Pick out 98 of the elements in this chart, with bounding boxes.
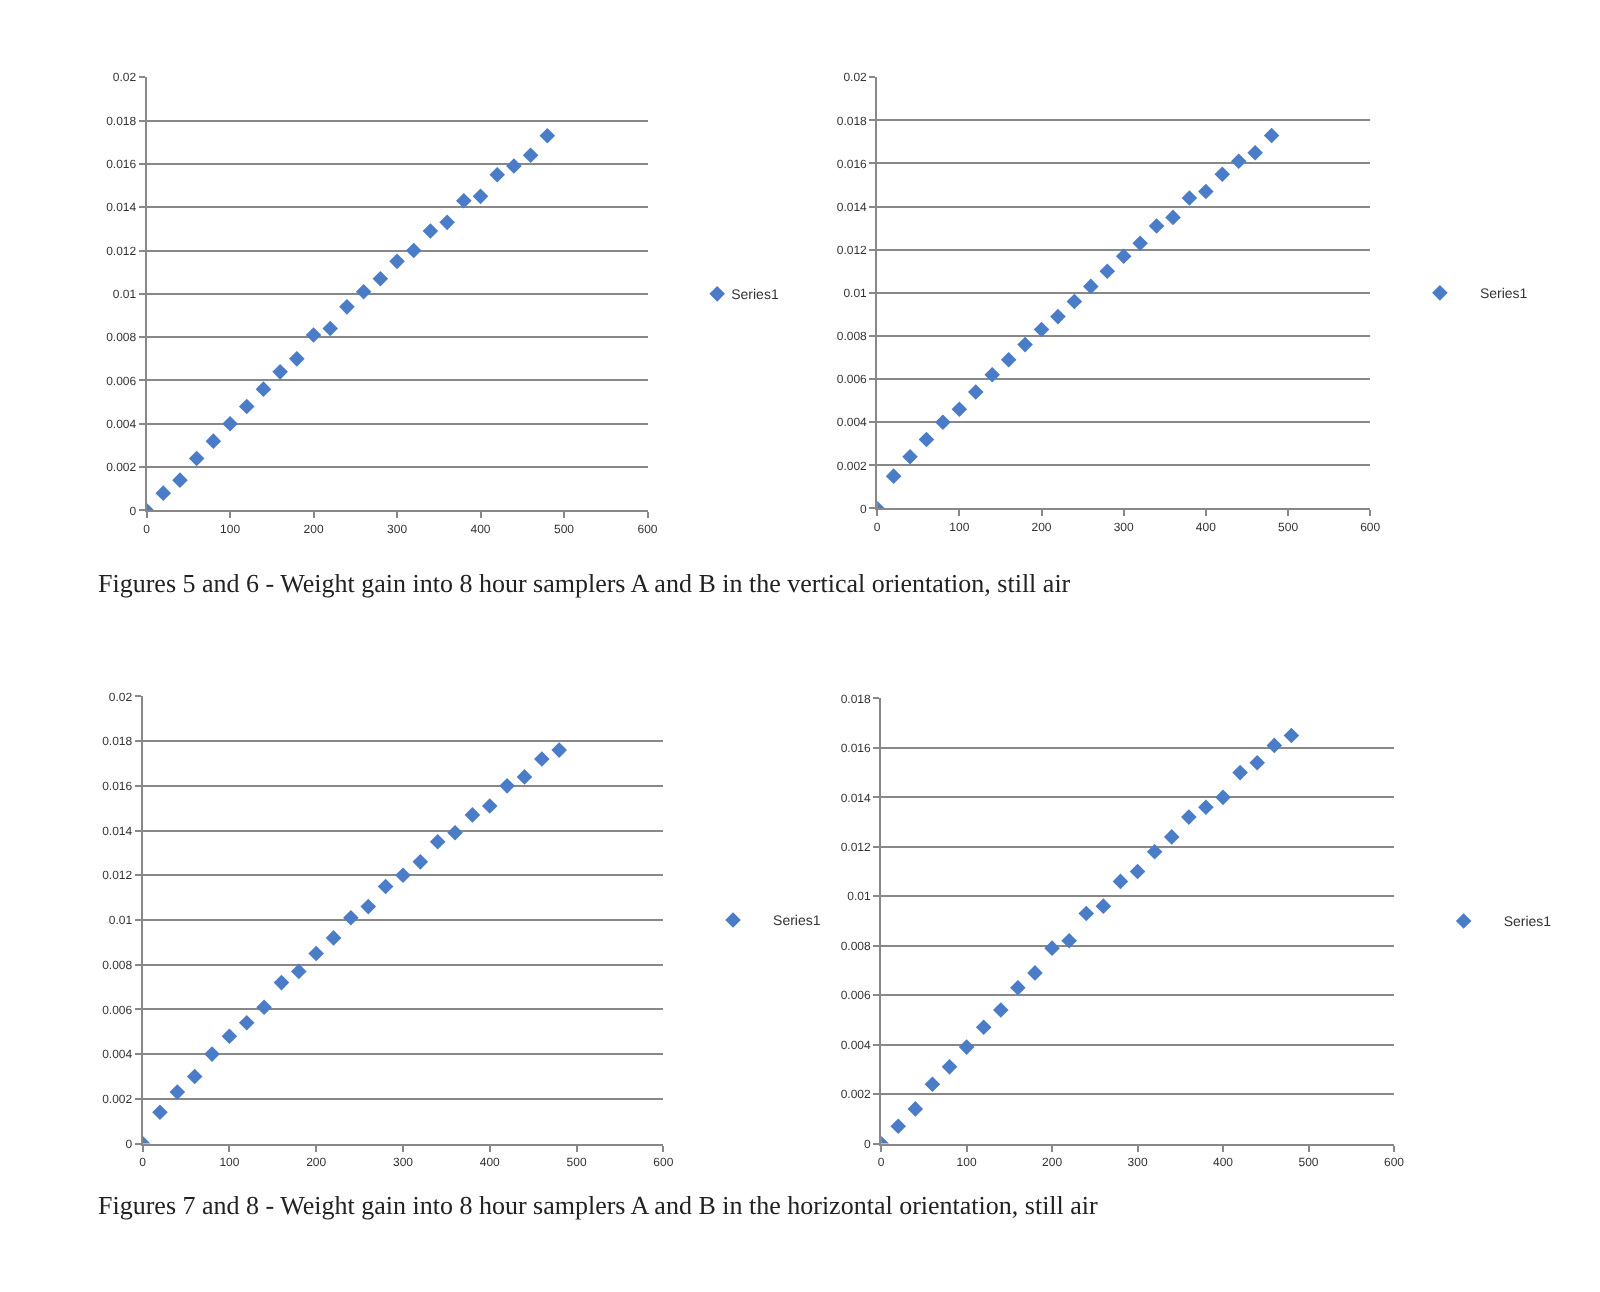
point <box>534 751 550 767</box>
point <box>499 778 515 794</box>
point <box>1165 209 1181 226</box>
point <box>291 963 307 980</box>
point <box>506 158 522 174</box>
point <box>885 468 902 484</box>
point <box>255 381 272 397</box>
point <box>967 384 984 400</box>
point <box>1050 308 1066 325</box>
point <box>1017 336 1033 353</box>
point <box>395 867 411 884</box>
point <box>405 242 422 259</box>
point <box>1044 940 1060 956</box>
point <box>1027 965 1043 981</box>
point <box>439 214 455 231</box>
point <box>188 450 205 467</box>
point <box>272 364 288 380</box>
point <box>355 283 372 300</box>
point <box>924 1076 941 1092</box>
point <box>1181 809 1197 825</box>
point <box>1232 764 1248 781</box>
point <box>1010 979 1026 996</box>
point <box>1146 843 1163 860</box>
point <box>186 1068 203 1085</box>
point <box>1066 293 1083 310</box>
point <box>1129 863 1146 880</box>
point <box>305 327 322 343</box>
point <box>993 1002 1009 1018</box>
point <box>204 1046 220 1062</box>
point <box>1198 799 1214 816</box>
point <box>1214 166 1231 183</box>
point <box>984 367 1001 383</box>
point <box>1112 873 1129 890</box>
point <box>273 974 290 991</box>
point <box>1283 727 1300 744</box>
point <box>1249 754 1265 771</box>
point <box>343 909 359 926</box>
text: Figures 5 and 6 - Weight gain into 8 hour samplers A and B in the vertical orientation, still air <box>98 568 1072 598</box>
point <box>975 1019 992 1036</box>
point <box>169 1084 186 1100</box>
point <box>481 798 498 814</box>
point <box>1132 235 1148 252</box>
point <box>221 1028 238 1045</box>
point <box>551 742 567 758</box>
point <box>222 416 238 432</box>
point <box>412 854 429 870</box>
point <box>958 1039 975 1055</box>
point <box>447 825 463 841</box>
point <box>308 945 324 962</box>
point <box>1198 183 1214 200</box>
point <box>1115 248 1132 264</box>
point <box>472 188 489 205</box>
point <box>941 1059 958 1075</box>
point <box>289 351 305 367</box>
point <box>1263 127 1280 144</box>
point <box>902 448 918 465</box>
point <box>1000 351 1017 368</box>
point <box>389 253 405 270</box>
point <box>1247 144 1263 161</box>
point <box>155 485 172 501</box>
point <box>1148 218 1165 234</box>
point <box>907 1101 924 1117</box>
point <box>1095 898 1112 914</box>
point <box>322 320 339 337</box>
point <box>172 472 188 488</box>
point <box>1078 905 1095 922</box>
point <box>935 414 951 431</box>
point <box>152 1104 168 1121</box>
point <box>918 431 935 448</box>
point <box>1181 190 1198 206</box>
point <box>1033 321 1050 338</box>
point <box>456 192 472 209</box>
point <box>951 401 968 418</box>
point <box>890 1118 907 1135</box>
point <box>238 1015 255 1031</box>
point <box>1163 829 1180 845</box>
point <box>1230 153 1247 170</box>
point <box>256 999 272 1015</box>
point <box>464 807 481 823</box>
point <box>1266 737 1283 754</box>
point <box>429 833 446 850</box>
point <box>539 127 556 144</box>
point <box>522 147 539 163</box>
point <box>377 878 394 895</box>
point <box>489 166 506 183</box>
point <box>325 930 342 946</box>
point <box>422 223 439 239</box>
point <box>339 299 355 315</box>
point <box>372 270 389 287</box>
point <box>1215 789 1231 806</box>
text: Figures 7 and 8 - Weight gain into 8 hour samplers A and B in the horizontal orientation, still air <box>98 1190 1100 1220</box>
point <box>238 398 255 415</box>
point <box>516 769 533 785</box>
point <box>1083 278 1099 295</box>
point <box>205 433 222 449</box>
point <box>1061 932 1077 949</box>
point <box>360 898 377 915</box>
point <box>1099 263 1116 280</box>
